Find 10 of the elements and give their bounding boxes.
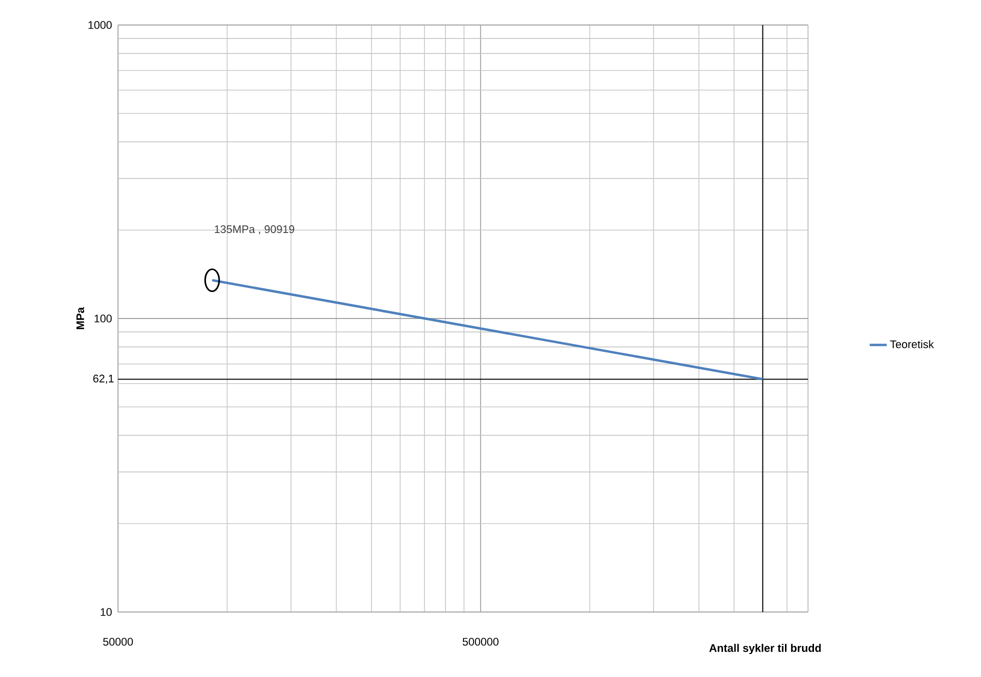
y-axis-title: MPa [76,307,84,330]
y-tick-label: 100 [94,314,112,322]
x-tick-label: 500000 [462,638,499,646]
x-tick-label: 50000 [103,638,133,646]
x-axis-title: Antall sykler til brudd [709,644,821,654]
annotation: 135MPa , 90919 [214,225,294,234]
y-tick-label: 1000 [88,21,112,29]
ref-line-label: 62,1 [93,374,114,384]
y-tick-label: 10 [100,608,112,616]
legend-label: Teoretisk [890,340,934,348]
